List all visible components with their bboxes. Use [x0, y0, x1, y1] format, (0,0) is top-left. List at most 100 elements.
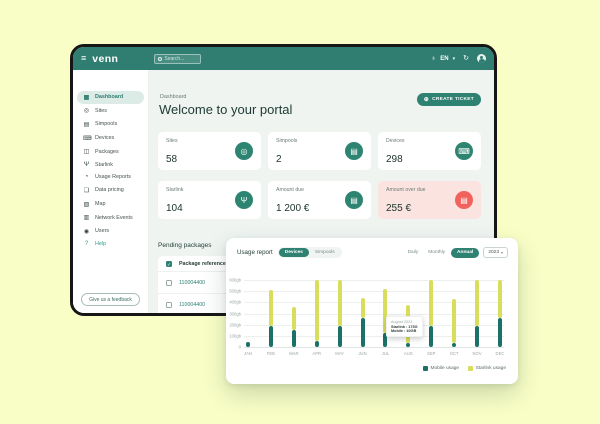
- help-icon: ?: [84, 241, 89, 248]
- antenna-icon: Ψ: [83, 161, 89, 168]
- map-icon: ▧: [83, 201, 90, 208]
- bar-mobile-segment: [246, 342, 250, 347]
- x-tick-label: JAN: [244, 351, 252, 356]
- period-toggle: Daily Monthly Annual: [404, 247, 480, 258]
- avatar[interactable]: [477, 54, 486, 63]
- package-reference-link[interactable]: 110004400: [179, 279, 206, 286]
- sim-card-icon: ▤: [83, 121, 90, 128]
- stat-value: 255 €: [386, 203, 412, 214]
- page-title: Welcome to your portal: [159, 102, 293, 117]
- legend-label: Starlink usage: [475, 366, 506, 371]
- search-input[interactable]: [164, 55, 198, 62]
- bar-starlink-segment: [268, 290, 273, 326]
- bar-column: [452, 278, 457, 347]
- sidebar-item-label: Network Events: [95, 214, 133, 221]
- x-axis-labels: JAN FEB MAR APR MAY JUN JUL AUG SEP OCT NOV DEC: [244, 351, 504, 356]
- legend-item-starlink-usage: Starlink usage: [468, 366, 506, 371]
- sidebar-item-map[interactable]: ▧ Map: [77, 198, 144, 211]
- x-tick-label: APR: [312, 351, 322, 356]
- row-checkbox[interactable]: [166, 279, 172, 286]
- toggle-devices[interactable]: Devices: [278, 248, 309, 257]
- x-tick-label: DEC: [495, 351, 505, 356]
- sidebar-item-label: Devices: [95, 135, 115, 142]
- create-ticket-label: CREATE TICKET: [432, 97, 474, 102]
- period-daily[interactable]: Daily: [407, 250, 419, 255]
- sidebar-items: ▦ Dashboard ◎ Sites ▤ Simpools ⌨ Devices ◫ Packag…: [73, 91, 148, 250]
- x-tick: SEP: [427, 351, 436, 356]
- sidebar-item-data-pricing[interactable]: ❏ Data pricing: [77, 184, 144, 197]
- bar-starlink-segment: [429, 280, 434, 326]
- x-tick-label: FEB: [266, 351, 275, 356]
- year-select[interactable]: 2023 ▾: [483, 247, 508, 258]
- search-input-wrap[interactable]: [154, 53, 202, 64]
- package-reference-link[interactable]: 110004400: [179, 301, 206, 308]
- globe-icon[interactable]: ♁: [431, 55, 437, 62]
- bar-column: [475, 278, 480, 347]
- row-checkbox[interactable]: [166, 301, 172, 308]
- gridline: [244, 335, 504, 337]
- stat-label: Amount due: [276, 187, 304, 193]
- sidebar-item-sites[interactable]: ◎ Sites: [77, 105, 144, 118]
- topbar: ≡ venn ♁ EN ▾ ↻: [73, 47, 494, 70]
- stat-card-simpools: Simpools 2 ▤: [268, 132, 371, 170]
- sidebar-item-label: Map: [95, 201, 106, 208]
- tooltip-title: August 2023: [391, 320, 413, 324]
- bar-starlink-segment: [475, 280, 480, 326]
- sidebar-item-packages[interactable]: ◫ Packages: [77, 145, 144, 158]
- x-tick: MAR: [289, 351, 298, 356]
- x-tick: JAN: [244, 351, 252, 356]
- chevron-down-icon[interactable]: ▾: [452, 55, 456, 62]
- usage-report-card: Usage report Devices Simpools Daily Monthl…: [226, 238, 518, 384]
- sidebar-item-devices[interactable]: ⌨ Devices: [77, 132, 144, 145]
- sidebar-item-usage-reports[interactable]: ◔ Usage Reports: [77, 172, 144, 184]
- gridline: [244, 347, 504, 348]
- gridline: [244, 302, 504, 303]
- bar-starlink-segment: [383, 289, 388, 334]
- sidebar-item-help[interactable]: ? Help: [77, 239, 144, 251]
- y-tick-label: 500gb: [229, 288, 241, 294]
- column-header: Package reference: [179, 260, 226, 267]
- sidebar-item-starlink[interactable]: Ψ Starlink: [77, 159, 144, 171]
- package-icon: ◫: [83, 149, 90, 156]
- chevron-down-icon: ▾: [500, 250, 503, 255]
- invoice-icon: ▤: [345, 191, 363, 209]
- select-all-checkbox[interactable]: ✓: [166, 260, 172, 267]
- x-tick-label: JUL: [381, 351, 390, 356]
- x-tick: DEC: [495, 351, 505, 356]
- sidebar: ▦ Dashboard ◎ Sites ▤ Simpools ⌨ Devices ◫ Packag…: [73, 70, 149, 313]
- chart-legend: Mobile usage Starlink usage: [423, 366, 506, 371]
- topbar-actions: ♁ EN ▾ ↻: [431, 54, 486, 63]
- x-tick-label: AUG: [403, 351, 413, 356]
- tooltip-line: Starlink : 175G: [391, 325, 418, 329]
- stat-card-devices: Devices 298 ⌨: [378, 132, 481, 170]
- router-icon: ⌨: [83, 135, 92, 142]
- feedback-button[interactable]: Give us a feedback: [81, 293, 140, 306]
- bar-mobile-segment: [406, 342, 411, 347]
- stat-value: 2: [276, 154, 282, 165]
- usage-report-header: Usage report Devices Simpools Daily Monthl…: [237, 246, 508, 259]
- sidebar-item-users[interactable]: ◉ Users: [77, 225, 144, 238]
- create-ticket-button[interactable]: ⊕ CREATE TICKET: [416, 93, 481, 106]
- period-annual[interactable]: Annual: [451, 247, 480, 258]
- gridline: [244, 324, 504, 326]
- bar-mobile-segment: [497, 317, 502, 347]
- sidebar-item-simpools[interactable]: ▤ Simpools: [77, 118, 144, 131]
- x-tick: AUG: [403, 351, 413, 356]
- toggle-simpools[interactable]: Simpools: [314, 250, 335, 255]
- legend-item-mobile-usage: Mobile usage: [423, 366, 459, 371]
- sidebar-item-label: Usage Reports: [95, 174, 131, 181]
- language-selector[interactable]: EN: [440, 55, 449, 62]
- x-tick-label: JUN: [358, 351, 367, 356]
- gridline: [244, 291, 504, 292]
- bar-column: [268, 278, 273, 347]
- menu-icon[interactable]: ≡: [81, 53, 87, 63]
- sidebar-item-dashboard[interactable]: ▦ Dashboard: [77, 91, 144, 104]
- bar-starlink-segment: [314, 280, 319, 341]
- period-monthly[interactable]: Monthly: [428, 250, 446, 255]
- sidebar-item-network-events[interactable]: ▥ Network Events: [77, 211, 144, 224]
- table-row: 110004400: [158, 294, 370, 313]
- bar-mobile-segment: [337, 326, 342, 347]
- x-tick-label: SEP: [427, 351, 436, 356]
- stat-label: Sites: [166, 138, 178, 144]
- refresh-icon[interactable]: ↻: [463, 55, 469, 62]
